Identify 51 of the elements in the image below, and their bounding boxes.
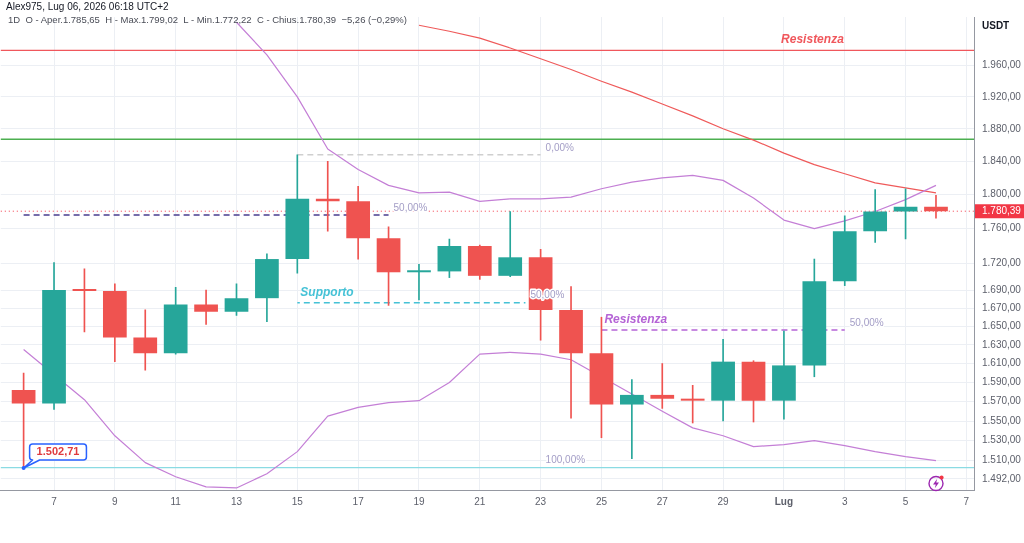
annotation: 50,00%	[849, 316, 884, 328]
y-tick-label: 1.530,00	[982, 434, 1022, 446]
candlestick	[407, 264, 431, 301]
x-tick-label: 7	[51, 495, 58, 507]
y-tick-label: 1.650,00	[982, 320, 1022, 332]
y-tick-label: 1.760,00	[982, 222, 1022, 234]
y-tick-label: 1.880,00	[982, 122, 1022, 134]
x-tick-label: 9	[112, 495, 119, 507]
x-tick-label: 15	[291, 495, 304, 507]
x-tick-label: Lug	[774, 495, 794, 507]
x-tick-label: 11	[170, 495, 182, 507]
annotation: 50,00%	[393, 201, 428, 213]
y-tick-label: 1.630,00	[982, 338, 1022, 350]
x-tick-label: 5	[902, 495, 909, 507]
x-tick-label: 27	[656, 495, 669, 507]
chart-title: Alex975, Lug 06, 2026 06:18 UTC+2	[6, 1, 169, 12]
chart-subtitle: 1D O - Aper.1.785,65 H - Max.1.799,02 L - Min.1.772,22 C - Chius.1.780,39 −5,26 (−0,29%)	[8, 14, 407, 25]
y-tick-label: 1.720,00	[982, 257, 1022, 269]
candlestick	[620, 379, 644, 459]
candlestick	[650, 363, 675, 409]
x-tick-label: 17	[352, 495, 365, 507]
y-tick-label: 1.690,00	[982, 283, 1022, 295]
y-tick-label: 1.492,00	[982, 472, 1022, 484]
x-tick-label: 7	[963, 495, 970, 507]
y-tick-label: 1.670,00	[982, 301, 1022, 313]
ref-line-label: 1.780,39	[982, 205, 1022, 217]
annotation: 0,00%	[545, 141, 575, 153]
y-tick-label: 1.800,00	[982, 188, 1022, 200]
y-tick-label: 1.610,00	[982, 357, 1022, 369]
x-tick-label: 23	[535, 495, 547, 507]
y-tick-label: 1.840,00	[982, 155, 1022, 167]
y-tick-label: 1.590,00	[982, 376, 1022, 388]
x-tick-label: 25	[595, 495, 608, 507]
y-tick-label: 1.570,00	[982, 395, 1022, 407]
y-tick-label: 1.550,00	[982, 414, 1022, 426]
annotation: 100,00%	[545, 454, 586, 466]
y-axis-title: USDT	[982, 19, 1010, 31]
text: 1.502,71	[36, 445, 80, 458]
candlestick	[194, 289, 218, 325]
candlestick	[680, 384, 705, 424]
series-label: Supporto	[300, 285, 354, 300]
x-tick-label: 19	[413, 495, 425, 507]
x-tick-label: 13	[230, 495, 243, 507]
x-tick-label: 21	[474, 495, 486, 507]
x-tick-label: 29	[717, 495, 730, 507]
series-label: Resistenza	[604, 312, 668, 327]
y-tick-label: 1.510,00	[982, 454, 1022, 466]
y-tick-label: 1.920,00	[982, 90, 1022, 102]
ref-line-label: Resistenza	[781, 31, 845, 46]
y-tick-label: 1.960,00	[982, 59, 1022, 71]
x-tick-label: 3	[841, 495, 848, 507]
